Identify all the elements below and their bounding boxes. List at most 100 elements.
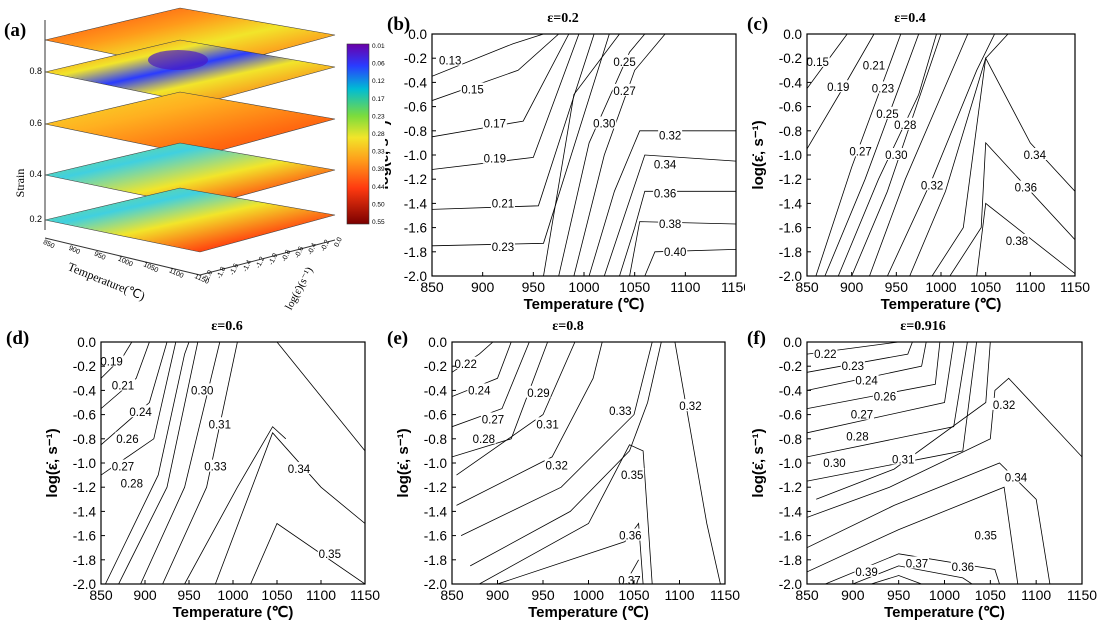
contour-label: 0.21: [863, 60, 885, 72]
colorbar-tick-label: 0.50: [372, 201, 385, 208]
y-tick-label: -1.4: [779, 196, 803, 211]
x-tick-label: 1100: [670, 279, 700, 295]
x-tick-label: 1100: [1015, 279, 1045, 295]
temperature-tick-label: 900: [67, 245, 81, 256]
x-tick-label: 1000: [929, 587, 960, 603]
contour-label: 0.24: [129, 407, 152, 419]
contour-line: [949, 141, 1075, 276]
y-tick-label: -0.8: [404, 124, 427, 139]
contour-line: [807, 486, 1019, 584]
contour-label: 0.31: [536, 419, 558, 431]
contour-label: 0.31: [892, 454, 914, 466]
contour-line: [573, 34, 666, 276]
panel-e-contour-chart: (e) ε=0.8 0.22 0.24 0.27 0.28 0.29 0.31 0.32 0.33…: [387, 319, 740, 621]
contour-label-bg: [663, 244, 688, 257]
x-tick-label: 850: [440, 587, 464, 603]
x-tick-label: 900: [471, 279, 495, 295]
x-tick-label: 850: [420, 279, 444, 295]
slice-06: [44, 91, 336, 157]
contour-label: 0.34: [288, 464, 311, 476]
y-tick-label: -1.8: [779, 553, 802, 568]
contour-label: 0.28: [846, 431, 868, 443]
contour-label: 0.32: [921, 180, 943, 192]
y-tick-label: -1.8: [73, 553, 96, 568]
contour-label-bg: [870, 81, 895, 94]
contour-label: 0.23: [492, 242, 514, 254]
contour-label: 0.19: [100, 356, 122, 368]
y-tick-label: -2.0: [779, 269, 802, 284]
y-tick-label: -1.0: [424, 456, 447, 471]
contour-label: 0.21: [492, 198, 514, 210]
y-axis-label: log(ε̇, s⁻¹): [750, 120, 767, 189]
y-tick-label: -1.4: [779, 504, 803, 519]
contour-labels: 0.22 0.23 0.24 0.260.27 0.28 0.30 0.31 0.32 0.34…: [813, 347, 1028, 579]
contour-line: [807, 342, 913, 373]
x-tick-label: 1100: [664, 587, 694, 603]
contour-label: 0.27: [112, 462, 134, 474]
plot-frame: [806, 341, 1083, 585]
contour-label-bg: [973, 528, 998, 541]
contour-line: [276, 342, 365, 452]
contour-lines: [452, 342, 721, 584]
contour-line: [976, 202, 1075, 276]
contour-label: 0.40: [664, 247, 686, 259]
y-tick-label: 0.0: [408, 27, 427, 42]
x-tick-label: 850: [795, 279, 819, 295]
contour-label-bg: [822, 456, 847, 468]
x-axis-label: Temperature (℃): [524, 296, 645, 313]
y-tick-label: -0.8: [424, 432, 447, 447]
x-tick-label: 1050: [619, 279, 650, 295]
y-axis-label: log(ε̇, s⁻¹): [385, 120, 392, 189]
contour-line: [105, 342, 190, 584]
contour-label-bg: [482, 151, 507, 164]
contour-label: 0.21: [112, 381, 134, 393]
contour-line: [851, 34, 942, 276]
rate-axis-label: log(ε̇)(s⁻¹): [283, 265, 316, 312]
contour-label-bg: [854, 373, 879, 386]
rate-tick-label: -1.0: [268, 252, 279, 266]
contour-label: 0.34: [1005, 473, 1028, 485]
x-tick-label: 850: [795, 587, 819, 603]
x-axis-label: Temperature (℃): [881, 296, 1002, 313]
contour-label-bg: [544, 458, 569, 471]
contour-label-bg: [658, 128, 683, 141]
contour-label-bg: [653, 186, 678, 199]
rate-ticks: 0.0-0.2-0.4-0.6-0.8-1.0-1.2-1.4-1.6-1.8-…: [203, 236, 344, 283]
y-tick-label: -0.6: [73, 408, 96, 423]
rate-tick-label: -0.6: [294, 246, 305, 260]
contour-label-bg: [854, 564, 879, 577]
y-tick-label: -0.6: [404, 100, 427, 115]
temperature-tick-label: 1050: [142, 261, 159, 274]
y-tick-label: -0.8: [779, 432, 802, 447]
contour-line: [807, 342, 955, 434]
contour-line: [588, 130, 736, 276]
contour-line: [816, 342, 991, 500]
contour-label: 0.32: [679, 401, 701, 413]
y-tick-label: -1.4: [73, 504, 97, 519]
strain-tick-label: 0.4: [29, 169, 42, 179]
contour-line: [452, 342, 512, 397]
colorbar-tick-label: 0.17: [372, 96, 385, 103]
contour-line: [871, 575, 922, 584]
contour-label: 0.23: [872, 83, 894, 95]
contour-label: 0.36: [952, 562, 974, 574]
contour-label: 0.32: [659, 131, 681, 143]
slice-08-peak: [148, 50, 208, 70]
contour-label-bg: [845, 429, 870, 442]
rate-tick-label: -0.2: [320, 239, 331, 253]
rate-tick-label: -1.8: [216, 266, 227, 280]
rate-tick-label: -0.4: [307, 242, 318, 256]
y-tick-label: -0.2: [404, 51, 427, 66]
contour-label-bg: [490, 239, 515, 252]
contour-line: [807, 342, 941, 409]
rate-axis-line: [199, 239, 336, 276]
y-tick-label: -1.0: [73, 456, 96, 471]
contour-line: [456, 342, 603, 506]
contour-label: 0.30: [593, 119, 615, 131]
contour-line: [101, 342, 168, 446]
y-tick-label: -2.0: [424, 577, 447, 592]
contour-line: [452, 342, 530, 428]
colorbar-tick-label: 0.28: [372, 131, 385, 138]
contour-label-bg: [1022, 148, 1047, 160]
